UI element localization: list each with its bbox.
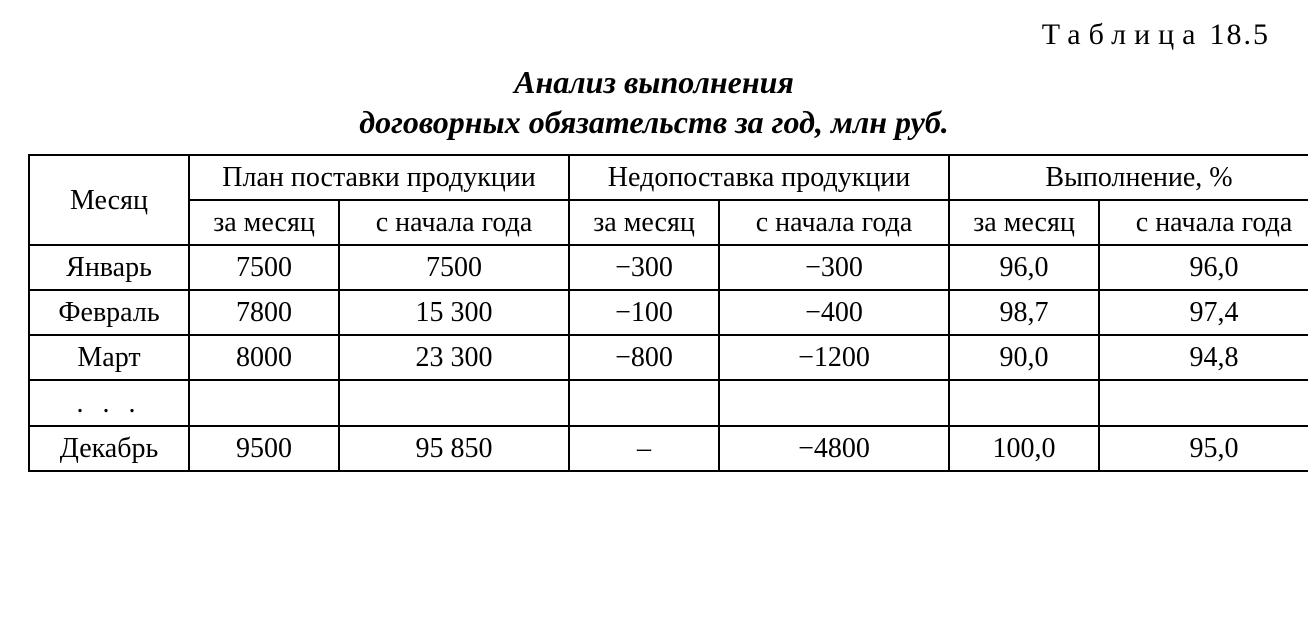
empty-cell (719, 380, 949, 426)
caption-line-1: Анализ выполнения (514, 64, 794, 100)
cell-plan-month: 7500 (189, 245, 339, 290)
header-row-1: Месяц План поставки продукции Недопостав… (29, 155, 1308, 200)
table-row: Декабрь 9500 95 850 – −4800 100,0 95,0 (29, 426, 1308, 471)
cell-pct-ytd: 96,0 (1099, 245, 1308, 290)
table-row: Март 8000 23 300 −800 −1200 90,0 94,8 (29, 335, 1308, 380)
empty-cell (569, 380, 719, 426)
caption-line-2: договорных обязательств за год, млн руб. (359, 104, 949, 140)
data-table: Месяц План поставки продукции Недопостав… (28, 154, 1308, 472)
header-row-2: за месяц с начала года за месяц с начала… (29, 200, 1308, 245)
cell-plan-ytd: 15 300 (339, 290, 569, 335)
cell-pct-month: 98,7 (949, 290, 1099, 335)
table-row: Январь 7500 7500 −300 −300 96,0 96,0 (29, 245, 1308, 290)
cell-short-month: – (569, 426, 719, 471)
table-caption: Анализ выполнения договорных обязательст… (28, 62, 1280, 142)
table-number-label: Таблица18.5 (28, 18, 1280, 52)
table-row: Февраль 7800 15 300 −100 −400 98,7 97,4 (29, 290, 1308, 335)
cell-short-month: −100 (569, 290, 719, 335)
ellipsis-row: . . . (29, 380, 1308, 426)
header-group-pct: Выполнение, % (949, 155, 1308, 200)
cell-pct-month: 96,0 (949, 245, 1099, 290)
cell-plan-month: 7800 (189, 290, 339, 335)
header-plan-month: за месяц (189, 200, 339, 245)
cell-short-ytd: −400 (719, 290, 949, 335)
cell-plan-month: 9500 (189, 426, 339, 471)
cell-short-ytd: −300 (719, 245, 949, 290)
cell-short-month: −800 (569, 335, 719, 380)
empty-cell (1099, 380, 1308, 426)
header-plan-ytd: с начала года (339, 200, 569, 245)
cell-month: Март (29, 335, 189, 380)
header-pct-month: за месяц (949, 200, 1099, 245)
table-number: 18.5 (1210, 18, 1271, 51)
cell-month: Февраль (29, 290, 189, 335)
cell-plan-month: 8000 (189, 335, 339, 380)
ellipsis-cell: . . . (29, 380, 189, 426)
cell-pct-ytd: 95,0 (1099, 426, 1308, 471)
cell-plan-ytd: 23 300 (339, 335, 569, 380)
cell-short-month: −300 (569, 245, 719, 290)
cell-pct-ytd: 94,8 (1099, 335, 1308, 380)
page: Таблица18.5 Анализ выполнения договорных… (0, 0, 1308, 642)
cell-pct-month: 100,0 (949, 426, 1099, 471)
header-group-plan: План поставки продукции (189, 155, 569, 200)
header-short-ytd: с начала года (719, 200, 949, 245)
header-short-month: за месяц (569, 200, 719, 245)
cell-short-ytd: −4800 (719, 426, 949, 471)
header-month: Месяц (29, 155, 189, 245)
cell-plan-ytd: 95 850 (339, 426, 569, 471)
header-group-short: Недопоставка продукции (569, 155, 949, 200)
table-word: Таблица (1042, 18, 1204, 51)
empty-cell (189, 380, 339, 426)
cell-month: Декабрь (29, 426, 189, 471)
cell-month: Январь (29, 245, 189, 290)
empty-cell (949, 380, 1099, 426)
cell-pct-ytd: 97,4 (1099, 290, 1308, 335)
cell-short-ytd: −1200 (719, 335, 949, 380)
empty-cell (339, 380, 569, 426)
cell-plan-ytd: 7500 (339, 245, 569, 290)
cell-pct-month: 90,0 (949, 335, 1099, 380)
header-pct-ytd: с начала года (1099, 200, 1308, 245)
